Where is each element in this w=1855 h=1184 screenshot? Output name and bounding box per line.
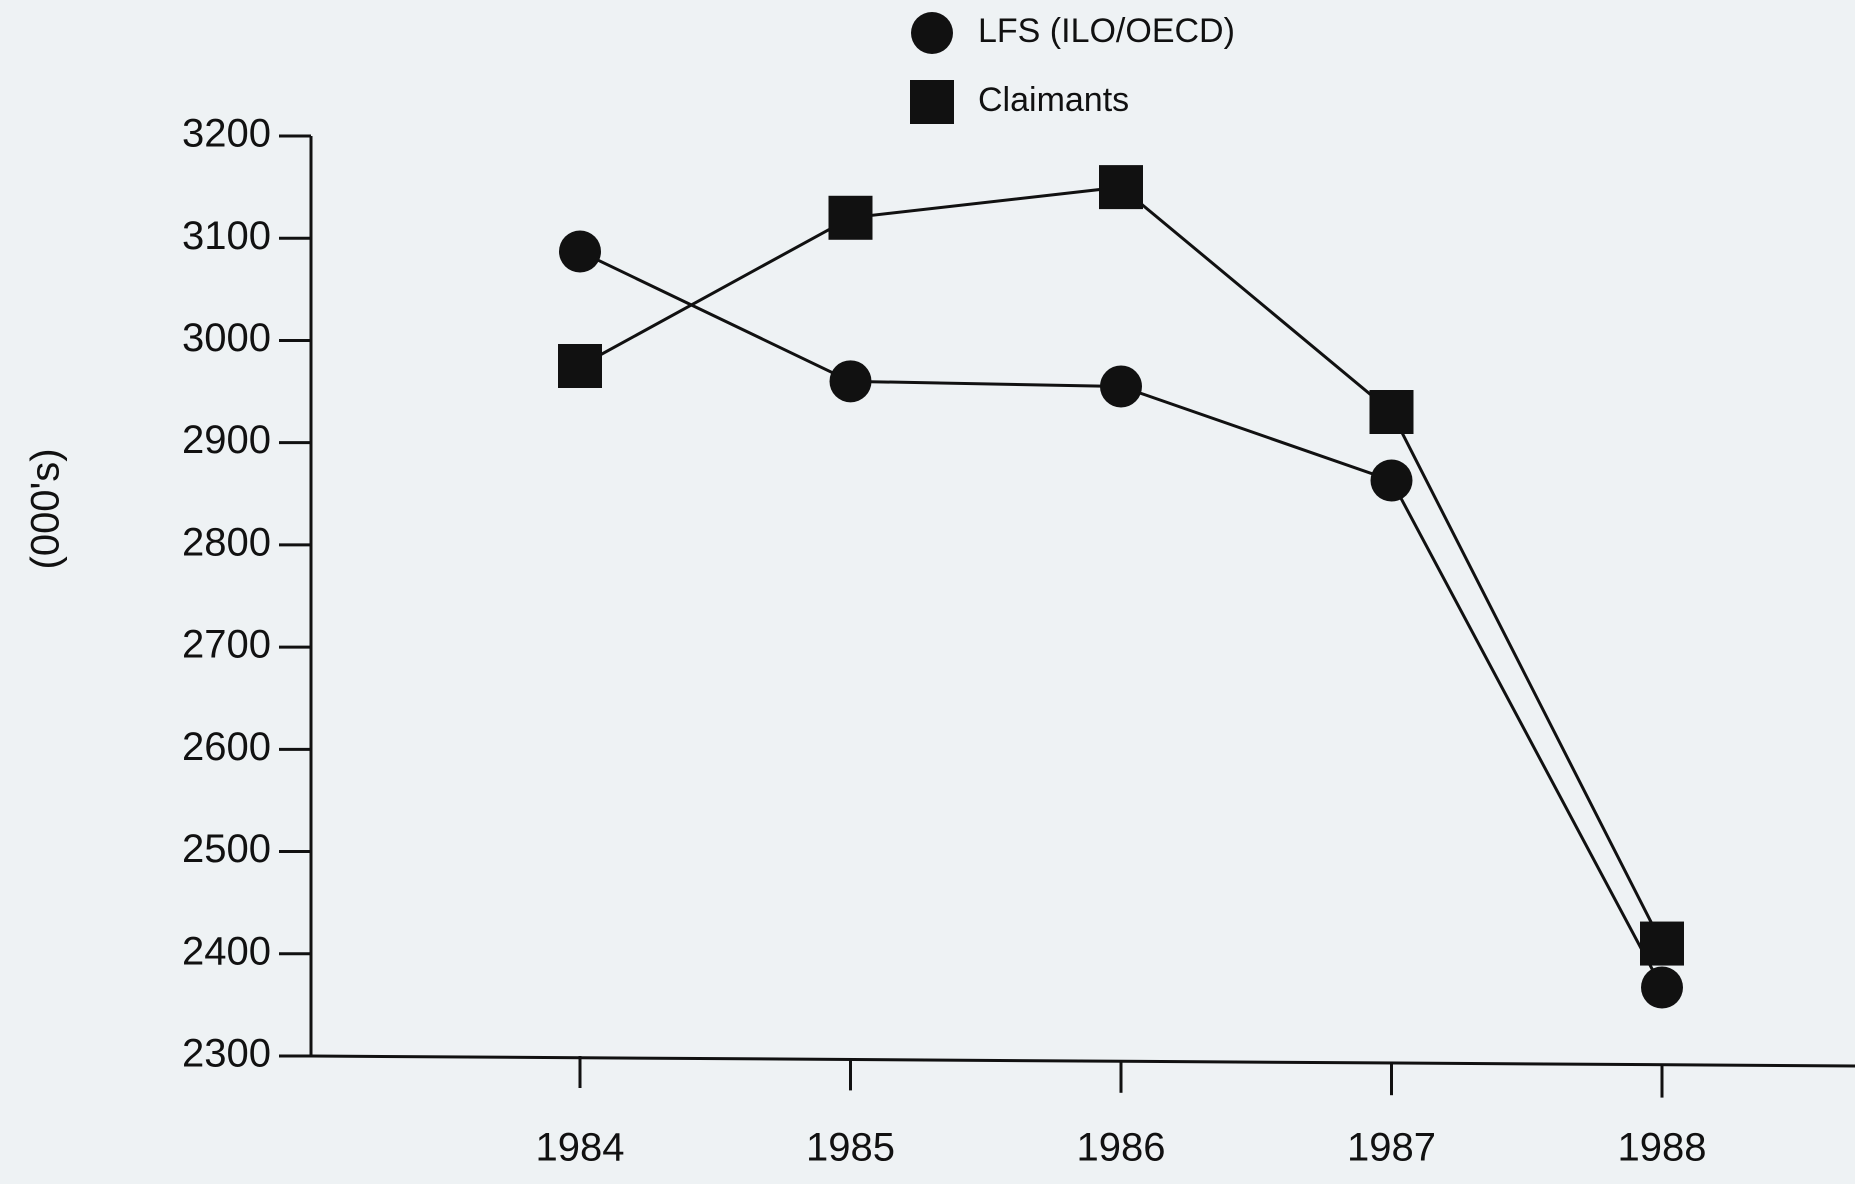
point — [1369, 390, 1414, 434]
point — [828, 195, 873, 240]
x-tick-label: 1987 — [1347, 1126, 1436, 1170]
point — [1100, 365, 1142, 408]
x-tick-label: 1986 — [1077, 1126, 1166, 1170]
legend-label: Claimants — [978, 81, 1129, 119]
point — [1640, 921, 1684, 966]
y-tick-label: 2900 — [182, 418, 271, 462]
y-tick-label: 2700 — [182, 623, 271, 667]
x-tick-label: 1985 — [806, 1126, 895, 1170]
y-tick-label: 2300 — [182, 1032, 271, 1076]
point — [1099, 165, 1143, 210]
legend-label: LFS (ILO/OECD) — [978, 12, 1235, 50]
y-tick-label: 2600 — [182, 725, 271, 769]
x-tick-label: 1988 — [1618, 1126, 1707, 1170]
y-tick-label: 2800 — [182, 520, 271, 564]
y-tick-label: 2400 — [182, 929, 271, 973]
legend-marker — [910, 80, 954, 124]
point — [559, 230, 601, 273]
legend-marker — [911, 12, 953, 54]
y-axis-label: (000's) — [24, 448, 68, 569]
x-axis — [310, 1054, 1855, 1068]
point — [829, 360, 872, 403]
point — [558, 344, 602, 388]
x-tick-label: 1984 — [536, 1126, 625, 1170]
point — [1641, 966, 1683, 1009]
y-tick-label: 3200 — [182, 112, 271, 156]
y-tick-label: 3100 — [182, 214, 271, 258]
y-tick-label: 3000 — [182, 316, 271, 360]
point — [1370, 459, 1413, 502]
y-tick-label: 2500 — [182, 827, 271, 871]
